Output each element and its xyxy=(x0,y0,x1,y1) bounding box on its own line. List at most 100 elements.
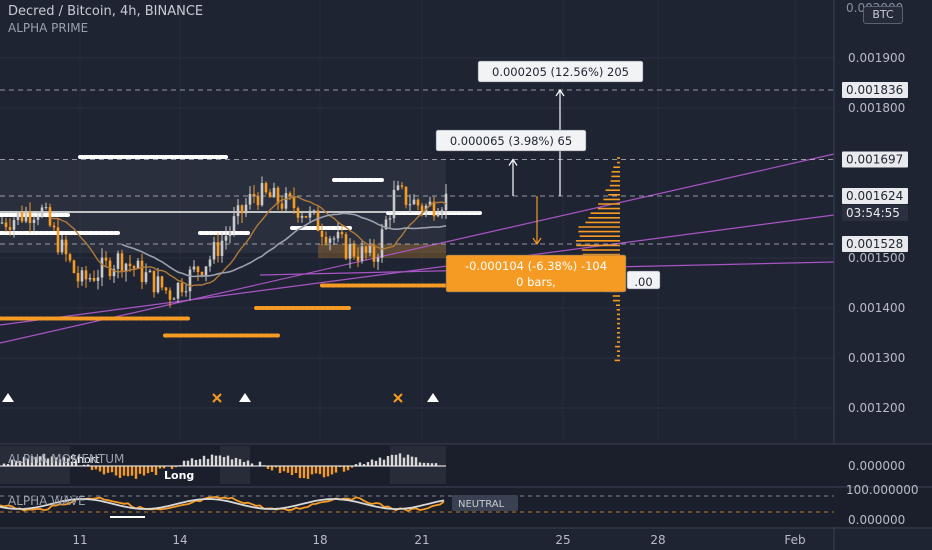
candle-body xyxy=(224,235,228,241)
candle-body xyxy=(96,277,100,281)
candle-body xyxy=(176,282,180,299)
momentum-pane xyxy=(0,444,932,486)
candle-body xyxy=(24,211,28,222)
candle-body xyxy=(248,193,252,205)
measure-arrow-head xyxy=(508,158,518,166)
price-label-bg xyxy=(842,82,908,98)
currency-badge[interactable]: BTC xyxy=(863,6,903,24)
momentum-bar xyxy=(322,466,326,478)
x-tick-label: 25 xyxy=(555,533,570,547)
momentum-bar xyxy=(198,459,202,466)
candle-body xyxy=(8,227,12,230)
momentum-bar xyxy=(390,454,394,466)
momentum-bar xyxy=(102,466,106,475)
momentum-bar xyxy=(22,456,26,466)
momentum-bar xyxy=(58,459,62,466)
momentum-bar xyxy=(26,459,30,466)
momentum-bar xyxy=(422,462,426,466)
candle-body xyxy=(288,193,292,197)
momentum-bar xyxy=(414,457,418,466)
candle-body xyxy=(180,282,184,293)
momentum-bar xyxy=(170,466,174,470)
momentum-bar xyxy=(30,456,34,466)
measure-label-up-small: 0.000065 (3.98%) 65 xyxy=(435,129,587,152)
candle-body xyxy=(364,246,368,253)
momentum-bar xyxy=(226,455,230,466)
momentum-bar xyxy=(426,462,430,466)
candle-body xyxy=(348,244,352,259)
momentum-bar xyxy=(154,466,158,476)
price-label-bg xyxy=(842,151,908,168)
price-label-text: 03:54:55 xyxy=(846,206,900,220)
candle-body xyxy=(0,222,4,224)
momentum-bar xyxy=(282,466,286,472)
candle-body xyxy=(372,244,376,262)
momentum-bar xyxy=(298,466,302,479)
momentum-bar xyxy=(358,462,362,466)
candle-body xyxy=(52,225,56,228)
candle-body xyxy=(220,240,224,256)
measure-cut-tag-text: .00 xyxy=(634,275,652,289)
candle-body xyxy=(152,270,156,293)
momentum-bar xyxy=(290,466,294,476)
momentum-bar xyxy=(286,466,290,473)
candle-body xyxy=(444,193,448,211)
candle-body xyxy=(344,234,348,259)
price-label: 0.001528 xyxy=(842,236,908,252)
candle-body xyxy=(408,204,412,206)
momentum-bar xyxy=(346,466,350,471)
momentum-bar xyxy=(230,459,234,466)
momentum-bar xyxy=(194,459,198,466)
candle-body xyxy=(80,270,84,282)
candle-body xyxy=(204,266,208,276)
candle-body xyxy=(396,185,400,190)
candle-body xyxy=(392,189,396,219)
wave-axis-top: 100.000000 xyxy=(846,483,919,497)
candle-body xyxy=(240,205,244,214)
sell-signal-icon xyxy=(212,393,222,403)
momentum-bar xyxy=(90,466,94,471)
candle-body xyxy=(28,211,32,223)
candle-body xyxy=(296,208,300,218)
candle-body xyxy=(36,216,40,220)
measure-label-up-small-text: 0.000065 (3.98%) 65 xyxy=(450,134,572,148)
momentum-bar xyxy=(274,466,278,468)
momentum-bar xyxy=(122,466,126,476)
wave-pane-label: ALPHA WAVE xyxy=(8,494,86,508)
price-label: 0.001624 xyxy=(842,188,908,204)
x-tick-label: 21 xyxy=(414,533,429,547)
momentum-bar xyxy=(318,466,322,475)
momentum-bar xyxy=(146,466,150,474)
momentum-bar xyxy=(202,455,206,466)
measure-label-down-bg xyxy=(445,254,627,293)
momentum-bar xyxy=(130,466,134,476)
price-label: 0.001836 xyxy=(842,82,908,98)
momentum-bar xyxy=(294,466,298,474)
candle-body xyxy=(352,244,356,257)
momentum-bar xyxy=(334,466,338,473)
candle-body xyxy=(380,229,384,258)
candle-body xyxy=(76,272,80,282)
momentum-bar xyxy=(238,459,242,466)
measure-label-down-text: -0.000104 (-6.38%) -104 xyxy=(465,259,607,273)
momentum-bar xyxy=(142,466,146,476)
momentum-bar xyxy=(394,454,398,466)
candle-body xyxy=(304,216,308,218)
momentum-bar xyxy=(378,457,382,466)
candle-body xyxy=(256,195,260,206)
momentum-bar xyxy=(34,456,38,466)
momentum-bar xyxy=(302,466,306,479)
price-label-text: 0.001836 xyxy=(846,83,903,97)
y-tick-label: 0.001800 xyxy=(848,101,905,115)
candle-body xyxy=(212,242,216,260)
candle-body xyxy=(120,253,124,272)
candle-body xyxy=(332,238,336,240)
momentum-bar xyxy=(70,462,74,466)
momentum-bar xyxy=(94,466,98,470)
symbol-title: Decred / Bitcoin, 4h, BINANCE xyxy=(8,4,204,19)
y-tick-label: 0.001900 xyxy=(848,51,905,65)
momentum-bar xyxy=(398,453,402,466)
momentum-pane-label: ALPHA MOMENTUM xyxy=(8,452,125,466)
sell-signal-icon xyxy=(393,393,403,403)
